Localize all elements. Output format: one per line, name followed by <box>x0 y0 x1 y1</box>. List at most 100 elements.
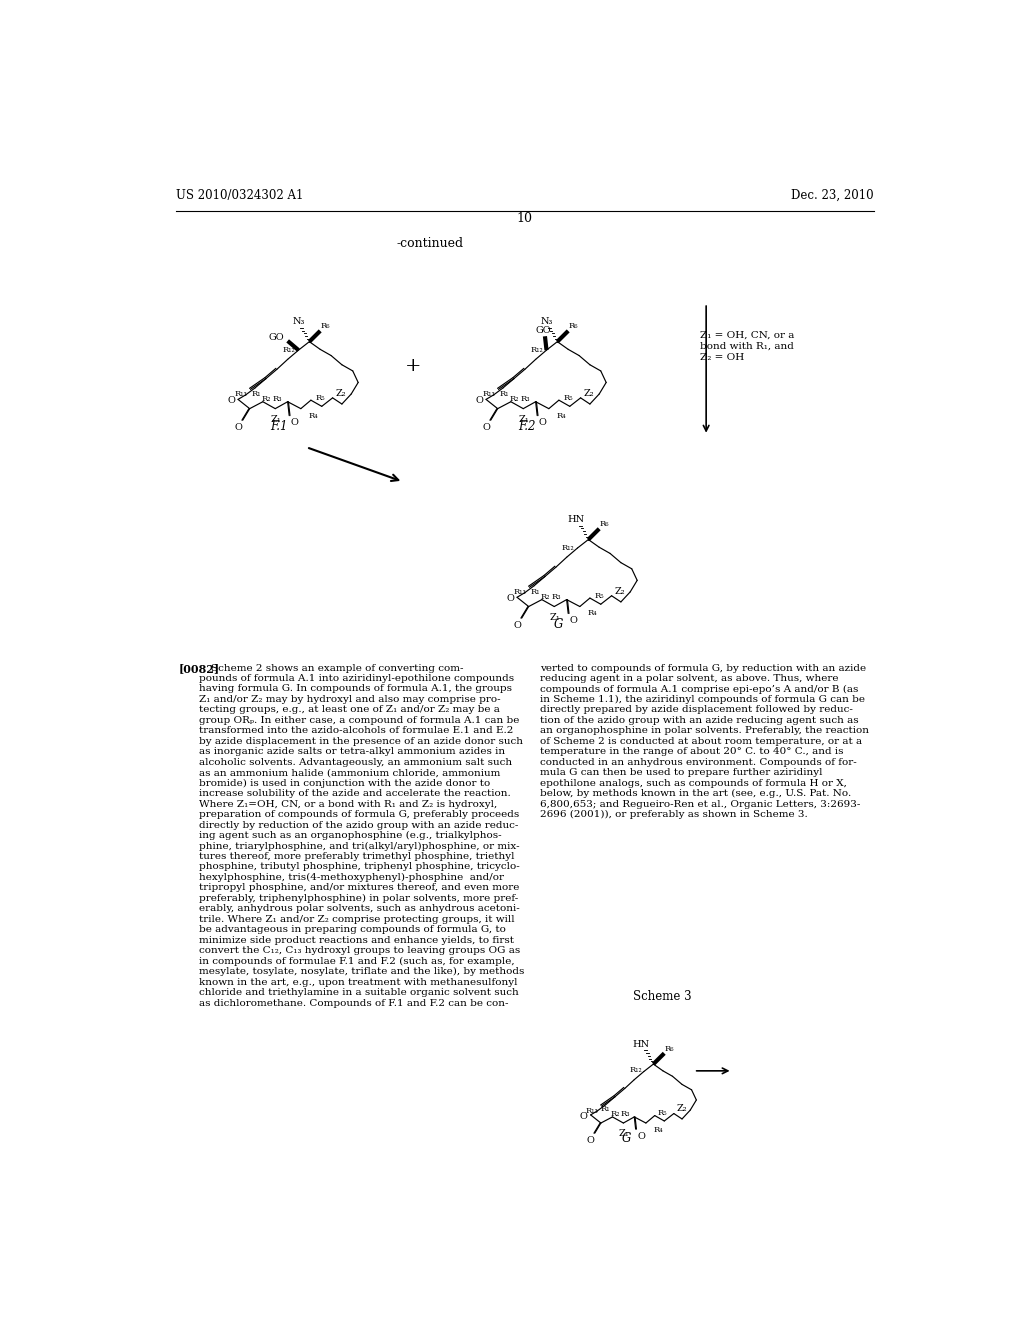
Text: as dichloromethane. Compounds of F.1 and F.2 can be con-: as dichloromethane. Compounds of F.1 and… <box>200 999 509 1007</box>
Text: Scheme 2 shows an example of converting com-: Scheme 2 shows an example of converting … <box>211 664 464 672</box>
Text: R₁₂: R₁₂ <box>562 544 574 552</box>
Text: preferably, triphenylphosphine) in polar solvents, more pref-: preferably, triphenylphosphine) in polar… <box>200 894 518 903</box>
Text: 2696 (2001)), or preferably as shown in Scheme 3.: 2696 (2001)), or preferably as shown in … <box>541 810 808 820</box>
Text: R₅: R₅ <box>563 393 573 401</box>
Text: Z₁: Z₁ <box>518 414 529 424</box>
Text: R₅: R₅ <box>315 393 325 401</box>
Text: in compounds of formulae F.1 and F.2 (such as, for example,: in compounds of formulae F.1 and F.2 (su… <box>200 957 515 966</box>
Text: compounds of formula A.1 comprise epi-epo’s A and/or B (as: compounds of formula A.1 comprise epi-ep… <box>541 685 859 693</box>
Text: Z₁: Z₁ <box>618 1130 630 1138</box>
Text: R₁₂: R₁₂ <box>283 346 296 354</box>
Text: R₃: R₃ <box>621 1110 631 1118</box>
Text: minimize side product reactions and enhance yields, to first: minimize side product reactions and enha… <box>200 936 514 945</box>
Text: O: O <box>513 620 521 630</box>
Text: +: + <box>404 358 422 375</box>
Text: Scheme 3: Scheme 3 <box>634 990 692 1003</box>
Text: R₆: R₆ <box>568 322 578 330</box>
Text: of Scheme 2 is conducted at about room temperature, or at a: of Scheme 2 is conducted at about room t… <box>541 737 862 746</box>
Text: R₆: R₆ <box>599 520 608 528</box>
Text: Z₂: Z₂ <box>336 389 346 397</box>
Text: R₃: R₃ <box>552 593 561 602</box>
Text: preparation of compounds of formula G, preferably proceeds: preparation of compounds of formula G, p… <box>200 810 519 820</box>
Text: R₄: R₄ <box>557 412 566 420</box>
Text: R₁: R₁ <box>499 389 509 399</box>
Text: convert the C₁₂, C₁₃ hydroxyl groups to leaving groups OG as: convert the C₁₂, C₁₃ hydroxyl groups to … <box>200 946 520 956</box>
Text: alcoholic solvents. Advantageously, an ammonium salt such: alcoholic solvents. Advantageously, an a… <box>200 758 512 767</box>
Text: GO: GO <box>269 334 285 342</box>
Text: verted to compounds of formula G, by reduction with an azide: verted to compounds of formula G, by red… <box>541 664 866 672</box>
Text: R₃: R₃ <box>272 396 283 404</box>
Text: -continued: -continued <box>396 236 464 249</box>
Text: R₁: R₁ <box>530 587 540 595</box>
Text: [0082]: [0082] <box>178 664 219 675</box>
Text: phosphine, tributyl phosphine, triphenyl phosphine, tricyclo-: phosphine, tributyl phosphine, triphenyl… <box>200 862 520 871</box>
Text: O: O <box>475 396 483 405</box>
Text: Z₂: Z₂ <box>614 586 626 595</box>
Text: bromide) is used in conjunction with the azide donor to: bromide) is used in conjunction with the… <box>200 779 490 788</box>
Text: as inorganic azide salts or tetra-alkyl ammonium azides in: as inorganic azide salts or tetra-alkyl … <box>200 747 506 756</box>
Text: group ORₚ. In either case, a compound of formula A.1 can be: group ORₚ. In either case, a compound of… <box>200 715 519 725</box>
Text: 6,800,653; and Regueiro-Ren et al., Organic Letters, 3:2693-: 6,800,653; and Regueiro-Ren et al., Orga… <box>541 800 861 809</box>
Text: tecting groups, e.g., at least one of Z₁ and/or Z₂ may be a: tecting groups, e.g., at least one of Z₁… <box>200 705 500 714</box>
Text: transformed into the azido-alcohols of formulae E.1 and E.2: transformed into the azido-alcohols of f… <box>200 726 514 735</box>
Text: N₃: N₃ <box>541 317 553 326</box>
Text: R₆: R₆ <box>321 322 330 330</box>
Text: below, by methods known in the art (see, e.g., U.S. Pat. No.: below, by methods known in the art (see,… <box>541 789 852 799</box>
Text: O: O <box>482 422 490 432</box>
Text: chloride and triethylamine in a suitable organic solvent such: chloride and triethylamine in a suitable… <box>200 989 519 997</box>
Text: temperature in the range of about 20° C. to 40° C., and is: temperature in the range of about 20° C.… <box>541 747 844 756</box>
Text: R₁₃: R₁₃ <box>514 587 526 595</box>
Text: O: O <box>291 418 299 426</box>
Text: known in the art, e.g., upon treatment with methanesulfonyl: known in the art, e.g., upon treatment w… <box>200 978 518 986</box>
Text: epothilone analogs, such as compounds of formula H or X,: epothilone analogs, such as compounds of… <box>541 779 847 788</box>
Text: O: O <box>539 418 547 426</box>
Text: G: G <box>622 1133 631 1146</box>
Text: O: O <box>234 422 242 432</box>
Text: as an ammonium halide (ammonium chloride, ammonium: as an ammonium halide (ammonium chloride… <box>200 768 501 777</box>
Text: O: O <box>580 1111 588 1121</box>
Text: R₁₂: R₁₂ <box>530 346 544 354</box>
Text: mula G can then be used to prepare further aziridinyl: mula G can then be used to prepare furth… <box>541 768 823 777</box>
Text: R₂: R₂ <box>262 396 271 404</box>
Text: directly by reduction of the azido group with an azide reduc-: directly by reduction of the azido group… <box>200 821 519 829</box>
Text: Dec. 23, 2010: Dec. 23, 2010 <box>791 189 873 202</box>
Text: R₁₃: R₁₃ <box>482 389 496 399</box>
Text: R₂: R₂ <box>541 593 551 602</box>
Text: mesylate, tosylate, nosylate, triflate and the like), by methods: mesylate, tosylate, nosylate, triflate a… <box>200 968 524 977</box>
Text: HN: HN <box>567 515 585 524</box>
Text: R₁: R₁ <box>251 389 261 399</box>
Text: US 2010/0324302 A1: US 2010/0324302 A1 <box>176 189 303 202</box>
Text: O: O <box>227 396 236 405</box>
Text: Z₂: Z₂ <box>677 1105 688 1113</box>
Text: R₁₂: R₁₂ <box>630 1067 642 1074</box>
Text: by azide displacement in the presence of an azide donor such: by azide displacement in the presence of… <box>200 737 523 746</box>
Text: Z₂: Z₂ <box>584 389 595 397</box>
Text: tion of the azido group with an azide reducing agent such as: tion of the azido group with an azide re… <box>541 715 859 725</box>
Text: R₁₃: R₁₃ <box>234 389 248 399</box>
Text: R₅: R₅ <box>658 1109 668 1117</box>
Text: R₁₃: R₁₃ <box>586 1106 598 1114</box>
Text: be advantageous in preparing compounds of formula G, to: be advantageous in preparing compounds o… <box>200 925 506 935</box>
Text: in Scheme 1.1), the aziridinyl compounds of formula G can be: in Scheme 1.1), the aziridinyl compounds… <box>541 694 865 704</box>
Text: GO: GO <box>536 326 551 334</box>
Text: erably, anhydrous polar solvents, such as anhydrous acetoni-: erably, anhydrous polar solvents, such a… <box>200 904 520 913</box>
Text: N₃: N₃ <box>292 317 305 326</box>
Text: 10: 10 <box>517 213 532 224</box>
Text: trile. Where Z₁ and/or Z₂ comprise protecting groups, it will: trile. Where Z₁ and/or Z₂ comprise prote… <box>200 915 515 924</box>
Text: Where Z₁=OH, CN, or a bond with R₁ and Z₂ is hydroxyl,: Where Z₁=OH, CN, or a bond with R₁ and Z… <box>200 800 498 809</box>
Text: having formula G. In compounds of formula A.1, the groups: having formula G. In compounds of formul… <box>200 685 512 693</box>
Text: F.2: F.2 <box>518 420 536 433</box>
Text: R₄: R₄ <box>308 412 318 420</box>
Text: Z₁ = OH, CN, or a: Z₁ = OH, CN, or a <box>700 331 795 341</box>
Text: O: O <box>586 1135 594 1144</box>
Text: ing agent such as an organophosphine (e.g., trialkylphos-: ing agent such as an organophosphine (e.… <box>200 832 502 841</box>
Text: increase solubility of the azide and accelerate the reaction.: increase solubility of the azide and acc… <box>200 789 511 799</box>
Text: R₅: R₅ <box>594 591 604 599</box>
Text: an organophosphine in polar solvents. Preferably, the reaction: an organophosphine in polar solvents. Pr… <box>541 726 869 735</box>
Text: O: O <box>506 594 514 603</box>
Text: HN: HN <box>633 1040 649 1048</box>
Text: tripropyl phosphine, and/or mixtures thereof, and even more: tripropyl phosphine, and/or mixtures the… <box>200 883 519 892</box>
Text: directly prepared by azide displacement followed by reduc-: directly prepared by azide displacement … <box>541 705 853 714</box>
Text: R₆: R₆ <box>665 1044 674 1052</box>
Text: R₄: R₄ <box>653 1126 664 1134</box>
